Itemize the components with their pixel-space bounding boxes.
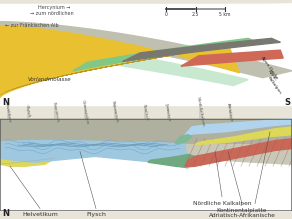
- Text: Flysch: Flysch: [25, 106, 31, 118]
- Text: Bajuvarisch: Bajuvarisch: [111, 101, 119, 124]
- Text: → zum nördlichen: → zum nördlichen: [30, 11, 74, 16]
- Text: Nördl.Kalkalpen: Nördl.Kalkalpen: [195, 97, 205, 127]
- Text: N: N: [2, 208, 9, 217]
- Text: Adriatisch-Afrikanische: Adriatisch-Afrikanische: [208, 214, 275, 218]
- Polygon shape: [228, 4, 292, 26]
- Polygon shape: [185, 119, 292, 135]
- Polygon shape: [0, 119, 292, 210]
- Polygon shape: [0, 22, 292, 78]
- Text: 0: 0: [165, 12, 168, 17]
- Polygon shape: [175, 135, 192, 144]
- Text: 2.5: 2.5: [192, 12, 199, 17]
- Polygon shape: [181, 50, 283, 66]
- Text: Helvetikum: Helvetikum: [22, 212, 58, 217]
- Polygon shape: [0, 38, 248, 86]
- Polygon shape: [123, 38, 280, 62]
- Polygon shape: [195, 127, 292, 145]
- Text: 5 km: 5 km: [219, 12, 231, 17]
- Text: Penninisch: Penninisch: [51, 101, 59, 123]
- Text: Nördl.: Nördl.: [267, 69, 277, 82]
- Text: Hercynium →: Hercynium →: [38, 5, 70, 10]
- Text: N: N: [2, 98, 9, 107]
- Text: Adriatisch: Adriatisch: [226, 102, 234, 122]
- Text: Kontinentalplatte: Kontinentalplatte: [217, 208, 267, 212]
- Text: Flysch: Flysch: [86, 212, 106, 217]
- Text: ← zur Fränkischen Alb: ← zur Fränkischen Alb: [5, 23, 59, 28]
- Polygon shape: [0, 119, 292, 158]
- Text: Kalkalpen: Kalkalpen: [266, 76, 282, 95]
- Polygon shape: [222, 4, 292, 26]
- Text: Vorlandmolasse: Vorlandmolasse: [28, 77, 72, 82]
- Text: Helvetikum: Helvetikum: [4, 101, 12, 123]
- Polygon shape: [0, 26, 239, 97]
- Polygon shape: [73, 38, 257, 71]
- Polygon shape: [0, 141, 188, 168]
- Polygon shape: [0, 145, 292, 164]
- Polygon shape: [0, 4, 292, 105]
- Text: Oberostalpin: Oberostalpin: [81, 99, 89, 125]
- Polygon shape: [185, 139, 292, 166]
- Polygon shape: [0, 154, 55, 166]
- Text: Nördliche Kalkalpen: Nördliche Kalkalpen: [193, 201, 251, 206]
- Text: Tirolisch: Tirolisch: [142, 104, 148, 120]
- Text: Juvavisch: Juvavisch: [164, 103, 172, 122]
- Polygon shape: [148, 154, 200, 167]
- Text: Alpen-Decke: Alpen-Decke: [260, 55, 279, 80]
- Text: S: S: [284, 98, 290, 107]
